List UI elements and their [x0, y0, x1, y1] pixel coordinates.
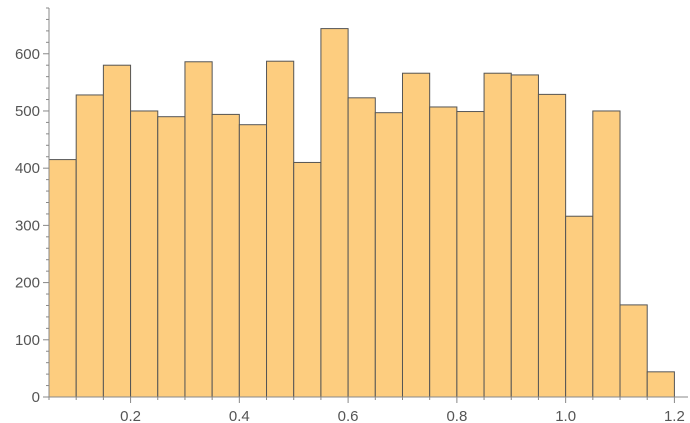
y-axis-ticks: 0 100 200 300 400 500 600: [15, 7, 49, 406]
histogram-bar-21: [592, 110, 621, 398]
y-tick-label: 500: [15, 103, 40, 120]
x-tick-label: 0.8: [446, 408, 467, 423]
x-tick-label: 0.2: [120, 408, 141, 423]
histogram-bar-20: [565, 215, 594, 398]
histogram-bar-15: [429, 106, 458, 398]
y-tick-label: 400: [15, 160, 40, 177]
histogram-bar-5: [157, 116, 186, 398]
histogram-bar-13: [374, 112, 403, 398]
histogram-bar-22: [619, 304, 648, 398]
histogram-bar-18: [510, 74, 539, 398]
histogram-bar-9: [266, 60, 295, 398]
histogram-bar-2: [75, 94, 104, 398]
y-tick-label: 300: [15, 217, 40, 234]
histogram-bar-10: [293, 161, 322, 398]
y-tick-label: 100: [15, 332, 40, 349]
x-tick-label: 0.4: [229, 408, 250, 423]
histogram-bar-17: [483, 72, 512, 398]
histogram-bar-12: [347, 97, 376, 398]
bars-group: [48, 28, 675, 398]
y-tick-label: 600: [15, 46, 40, 63]
histogram-bar-6: [184, 61, 213, 398]
histogram-bar-16: [456, 111, 485, 398]
y-tick-label: 0: [32, 389, 40, 406]
x-tick-label: 1.0: [555, 408, 576, 423]
histogram-bar-14: [401, 72, 431, 398]
histogram-bar-11: [320, 28, 349, 398]
histogram-bar-7: [211, 113, 240, 398]
histogram-bar-8: [238, 124, 268, 398]
histogram-bar-4: [130, 110, 159, 398]
y-tick-label: 200: [15, 275, 40, 292]
x-tick-label: 0.6: [338, 408, 359, 423]
histogram-bar-19: [537, 93, 567, 398]
histogram-bar-1: [48, 159, 77, 398]
histogram-bar-23: [646, 371, 675, 398]
histogram-bar-3: [102, 64, 132, 398]
x-axis-ticks: 0.2 0.4 0.6 0.8 1.0 1.2: [48, 397, 685, 423]
x-tick-label: 1.2: [664, 408, 685, 423]
